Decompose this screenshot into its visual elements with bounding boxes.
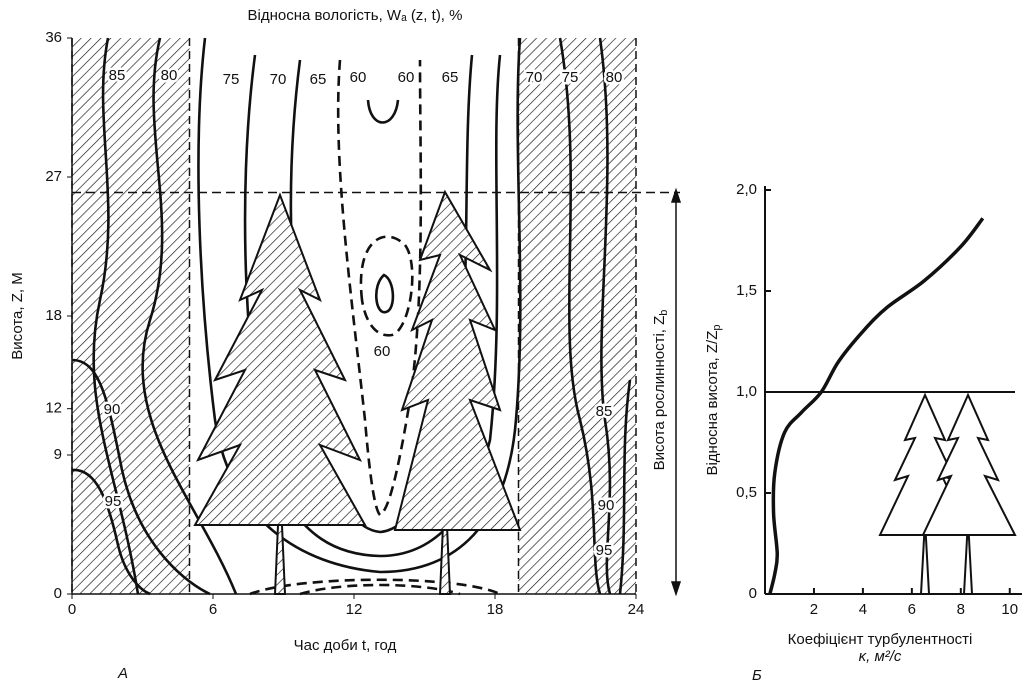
x-tick-label: 10: [1001, 601, 1018, 618]
contour-label: 60: [398, 69, 415, 86]
contour-line: [618, 379, 632, 595]
y-tick-label: 2,0: [736, 181, 757, 198]
y-axis-label-text: Відносна висота, Z/Z: [704, 331, 721, 476]
contour-label: 65: [310, 71, 327, 88]
y-tick-label: 0,5: [736, 484, 757, 501]
contour-label: 75: [562, 69, 579, 86]
x-tick-label: 18: [487, 601, 504, 618]
chart-title: Відносна вологість, Wₐ (z, t), %: [248, 7, 463, 24]
panel-letter: Б: [752, 667, 762, 684]
contour-line: [366, 99, 400, 124]
contour-label: 70: [270, 71, 287, 88]
y-axis-label-sub: p: [711, 324, 723, 330]
profile-line: [768, 217, 985, 595]
contour-line: [141, 37, 238, 595]
contour-line: [243, 54, 502, 558]
contour-label: 95: [596, 542, 613, 559]
contour-label: 85: [596, 403, 613, 420]
y-tick-label: 27: [45, 168, 62, 185]
tree: [962, 519, 974, 595]
annotation: Висота рослинності, Zb: [651, 310, 670, 471]
y-tick-label: 0: [749, 585, 757, 602]
y-tick-label: 36: [45, 29, 62, 46]
annotation-text: Висота рослинності, Z: [651, 316, 668, 471]
x-tick-label: 6: [908, 601, 916, 618]
x-tick-label: 24: [628, 601, 645, 618]
canopy-arrow: [670, 187, 682, 597]
small-trees: [878, 392, 1017, 595]
tree: [393, 189, 522, 531]
y-tick-label: 12: [45, 400, 62, 417]
x-axis-label: Час доби t, год: [294, 637, 397, 654]
annotation-sub: b: [658, 310, 670, 316]
contour-label: 85: [109, 67, 126, 84]
contour-label: 95: [105, 493, 122, 510]
contour-label: 90: [598, 497, 615, 514]
tree: [921, 392, 1017, 536]
panel-letter: А: [117, 665, 128, 682]
y-axis-label: Висота, Z, M: [9, 272, 26, 359]
night-shading: [72, 38, 190, 594]
y-tick-label: 1,5: [736, 282, 757, 299]
contour-line: [359, 235, 414, 337]
contour-label: 75: [223, 71, 240, 88]
contour-label: 60: [350, 69, 367, 86]
contour-label: 65: [442, 69, 459, 86]
contour-line: [558, 37, 602, 595]
x-tick-label: 0: [68, 601, 76, 618]
contour-label: 60: [374, 343, 391, 360]
background-layer: [71, 37, 637, 596]
x-axis-label: Коефіцієнт турбулентності: [788, 631, 973, 648]
tree: [273, 479, 287, 595]
contour-line: [249, 578, 501, 596]
x-axis-unit: κ, м²/с: [859, 648, 902, 665]
y-tick-label: 18: [45, 307, 62, 324]
contour-line: [92, 37, 140, 595]
contour-label: 80: [161, 67, 178, 84]
trees: [193, 189, 522, 595]
y-tick-label: 1,0: [736, 383, 757, 400]
y-tick-label: 0: [54, 585, 62, 602]
tree: [193, 192, 367, 526]
contour-line: [197, 37, 522, 574]
x-tick-label: 8: [957, 601, 965, 618]
x-tick-label: 6: [209, 601, 217, 618]
contour-line: [375, 273, 395, 314]
contour-label: 70: [526, 69, 543, 86]
y-tick-label: 9: [54, 446, 62, 463]
contour-line: [71, 358, 211, 596]
tree: [919, 519, 931, 595]
contour-label: 80: [606, 69, 623, 86]
x-tick-label: 4: [859, 601, 867, 618]
night-shading: [518, 38, 636, 594]
contour-line: [336, 59, 423, 517]
contour-line: [299, 583, 461, 596]
contour-line: [71, 468, 151, 596]
contour-label: 90: [104, 401, 121, 418]
y-axis-label: Відносна висота, Z/Zp: [704, 324, 723, 475]
contour-line: [598, 37, 612, 595]
x-tick-label: 2: [810, 601, 818, 618]
tree: [438, 479, 452, 595]
x-tick-label: 12: [346, 601, 363, 618]
